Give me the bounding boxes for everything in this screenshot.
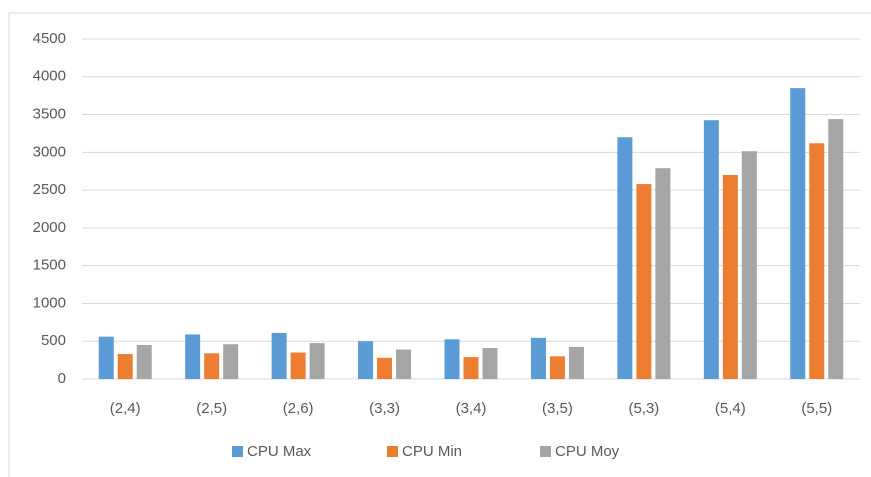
bar: [655, 168, 671, 379]
bar: [223, 344, 239, 379]
x-tick-label: (5,4): [715, 400, 746, 417]
bar: [636, 184, 652, 379]
legend-label: CPU Min: [402, 443, 462, 460]
legend-label: CPU Max: [247, 443, 312, 460]
bar: [117, 354, 133, 379]
y-tick-label: 1500: [33, 257, 66, 274]
legend-swatch: [232, 446, 243, 457]
legend-label: CPU Moy: [555, 443, 620, 460]
bar: [722, 175, 738, 379]
bar: [617, 137, 633, 379]
x-tick-label: (2,6): [283, 400, 314, 417]
bar: [290, 352, 306, 379]
bar: [185, 334, 201, 379]
bar: [568, 346, 584, 379]
y-tick-label: 3500: [33, 106, 66, 123]
bar: [204, 353, 220, 379]
bar: [136, 345, 152, 379]
legend-swatch: [387, 446, 398, 457]
y-tick-label: 4500: [33, 30, 66, 47]
x-tick-label: (5,3): [628, 400, 659, 417]
y-tick-label: 1000: [33, 294, 66, 311]
x-tick-label: (5,5): [801, 400, 832, 417]
y-tick-label: 3000: [33, 143, 66, 160]
y-tick-label: 4000: [33, 68, 66, 85]
bar: [377, 357, 393, 379]
x-tick-label: (2,4): [110, 400, 141, 417]
bar: [741, 151, 757, 379]
bar: [549, 356, 565, 379]
bar: [530, 337, 546, 379]
y-tick-label: 2000: [33, 219, 66, 236]
bar: [358, 341, 374, 379]
bar: [98, 336, 114, 379]
bar: [790, 88, 806, 379]
bar: [309, 343, 325, 379]
bar: [482, 348, 498, 379]
bar: [703, 120, 719, 379]
bar: [828, 119, 844, 379]
y-tick-label: 500: [41, 332, 66, 349]
bar: [463, 357, 479, 379]
x-tick-label: (3,5): [542, 400, 573, 417]
bar: [809, 143, 825, 379]
y-tick-label: 0: [58, 370, 66, 387]
x-tick-label: (3,3): [369, 400, 400, 417]
bar: [444, 339, 460, 379]
x-tick-label: (3,4): [456, 400, 487, 417]
y-tick-label: 2500: [33, 181, 66, 198]
legend-swatch: [540, 446, 551, 457]
x-tick-label: (2,5): [196, 400, 227, 417]
bar: [271, 332, 287, 379]
bar: [396, 349, 412, 379]
